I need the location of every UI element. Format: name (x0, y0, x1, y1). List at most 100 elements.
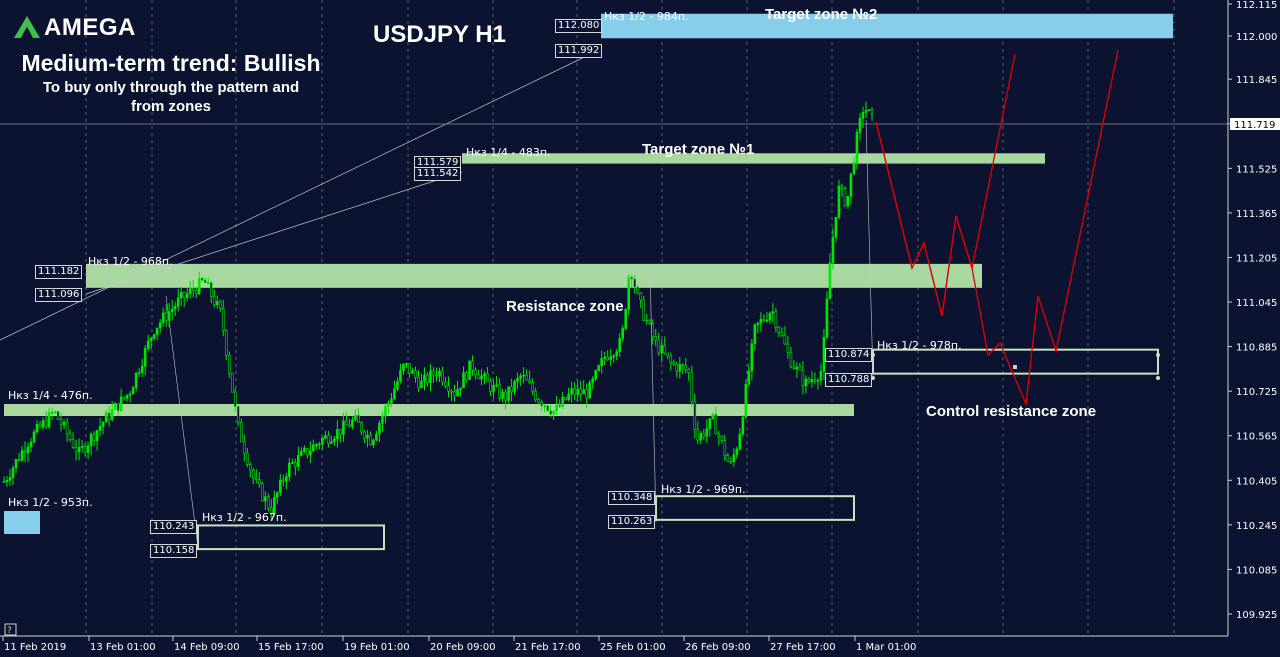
candle (729, 461, 733, 463)
candle (357, 414, 360, 423)
candle (834, 217, 838, 238)
zone-outline (872, 348, 1159, 375)
candle (122, 396, 126, 399)
candle (224, 330, 228, 356)
candle (393, 388, 396, 400)
candle (606, 356, 609, 360)
x-tick-label: 25 Feb 01:00 (600, 642, 666, 653)
candle (161, 312, 165, 324)
candle (594, 370, 597, 380)
y-tick-label: 112.115 (1236, 0, 1277, 11)
candle (441, 370, 444, 383)
candle (176, 297, 180, 307)
candle (230, 372, 234, 393)
candle (282, 479, 285, 482)
candle (300, 451, 303, 456)
candle (285, 476, 288, 482)
candle (405, 362, 408, 365)
candle (173, 306, 177, 310)
trend-lines (0, 48, 1228, 549)
candle (71, 439, 75, 448)
candle (522, 374, 525, 377)
candle (221, 308, 225, 332)
candle (35, 423, 39, 433)
scroll-button (4, 623, 17, 636)
candle (768, 313, 772, 321)
candle (459, 387, 462, 390)
candle (543, 405, 546, 407)
candle (384, 406, 387, 417)
candle (702, 433, 706, 437)
candle (684, 365, 688, 370)
candle (546, 405, 549, 411)
candle (345, 420, 348, 426)
candle (155, 327, 159, 335)
candle (864, 110, 868, 113)
candle (486, 373, 489, 382)
trend-title: Medium-term trend: Bullish (21, 50, 321, 76)
candle (438, 370, 441, 377)
candle (59, 419, 63, 426)
candle (423, 374, 426, 382)
candle (615, 351, 619, 357)
candle (149, 337, 153, 342)
candle (330, 441, 333, 444)
y-tick-label: 111.845 (1236, 75, 1277, 86)
price-box: 110.263 (608, 515, 656, 529)
candle (564, 396, 567, 400)
candle (248, 464, 252, 471)
candle (254, 477, 258, 480)
level-label: Нкз 1/2 - 969п. (661, 483, 746, 496)
level-label: Нкз 1/4 - 476п. (8, 389, 93, 402)
candle (576, 388, 579, 395)
candle (312, 444, 315, 452)
candle (2, 481, 6, 483)
candle (636, 286, 640, 294)
trend-line (165, 295, 199, 549)
candle (50, 411, 54, 414)
amega-logo-icon (14, 16, 40, 38)
candle (612, 355, 616, 358)
trend-line (85, 171, 463, 295)
candle (29, 441, 33, 448)
candle (242, 441, 246, 454)
candle (525, 374, 528, 381)
candle (465, 372, 468, 380)
candle (291, 462, 294, 464)
x-tick-label: 19 Feb 01:00 (344, 642, 410, 653)
candle (140, 365, 144, 373)
candle (324, 435, 327, 439)
candle (444, 381, 447, 387)
y-tick-label: 112.000 (1236, 32, 1277, 43)
x-tick-label: 27 Feb 17:00 (770, 642, 836, 653)
candle (495, 384, 498, 387)
candle (555, 404, 558, 412)
candle (321, 438, 324, 445)
candle (11, 467, 15, 478)
candle (618, 338, 622, 353)
candle (236, 406, 240, 423)
candle (381, 415, 384, 424)
note-line-1: To buy only through the pattern and (42, 79, 300, 96)
candle (125, 394, 129, 399)
level-label: Нкз 1/2 - 967п. (202, 511, 287, 524)
trend-line (649, 269, 657, 523)
candle (315, 444, 318, 446)
candle (666, 352, 670, 357)
candle (654, 336, 658, 341)
candle (675, 364, 679, 372)
candle (414, 370, 417, 378)
candle (417, 377, 420, 388)
candle (651, 323, 655, 337)
candle (179, 292, 183, 299)
candle (741, 416, 745, 435)
candle (690, 372, 694, 402)
candle (567, 393, 570, 400)
candle (792, 366, 796, 369)
candle (297, 455, 300, 467)
candle (786, 343, 790, 354)
candle (294, 462, 297, 467)
